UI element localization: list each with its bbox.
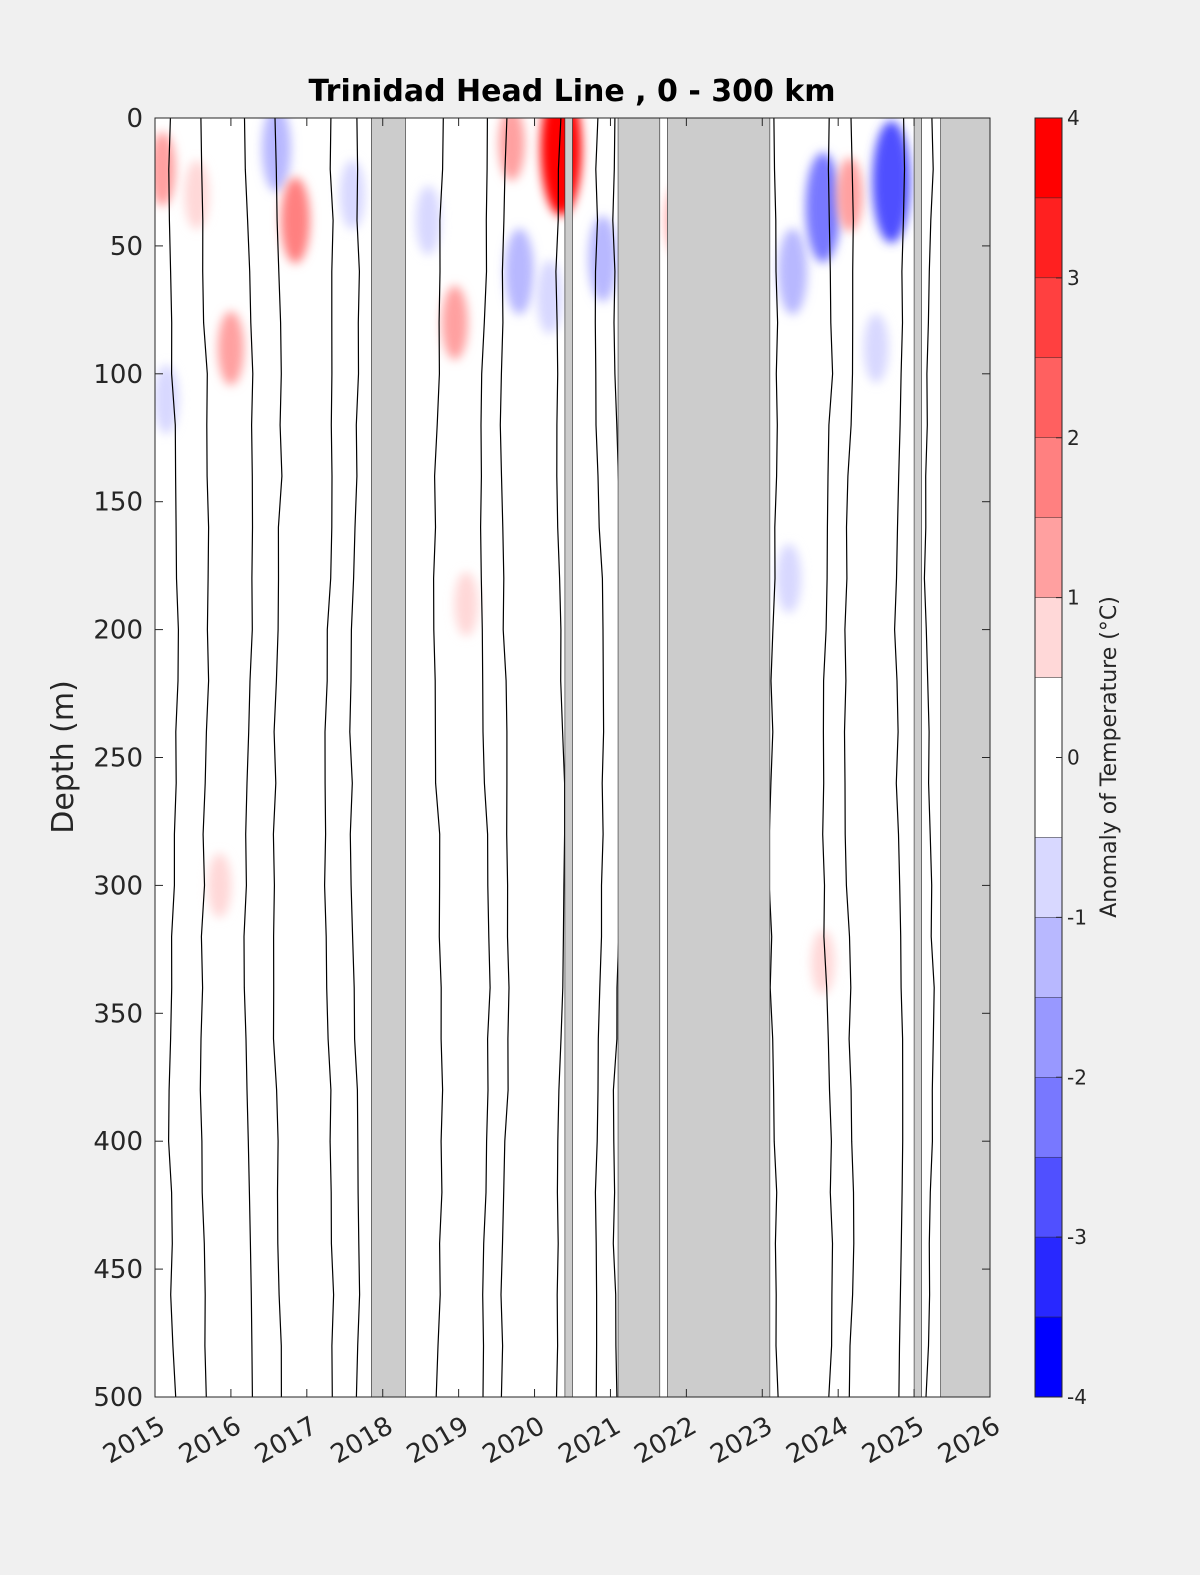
contour-line (349, 118, 361, 1397)
colorbar-segment (1034, 1077, 1063, 1158)
colorbar-segment (1034, 997, 1063, 1078)
no-data-band-3 (667, 117, 771, 1398)
colorbar-tick-label: 4 (1067, 106, 1080, 130)
contour-line (272, 118, 283, 1397)
anomaly-patches (155, 118, 911, 995)
colorbar-segment (1034, 1316, 1063, 1398)
anomaly-patch-8 (415, 185, 441, 255)
y-tick-label: 400 (93, 1127, 143, 1157)
y-tick-label: 450 (93, 1255, 143, 1285)
y-tick-label: 200 (93, 616, 143, 646)
anomaly-patch-23 (811, 929, 835, 995)
colorbar-ticks: 4 3 2 1 0 -1 -2 -3 -4 (1056, 106, 1087, 1409)
no-data-band-4 (913, 117, 922, 1398)
colorbar-tick-label: 0 (1067, 746, 1080, 770)
colorbar-segment (1034, 597, 1063, 678)
anomaly-patch-17 (778, 228, 808, 315)
colorbar-segment (1034, 197, 1063, 279)
contour-line (323, 118, 335, 1397)
colorbar-tick-label: -3 (1067, 1225, 1087, 1249)
no-data-band-2 (617, 117, 661, 1398)
x-tick-label: 2023 (705, 1411, 777, 1470)
anomaly-patch-21 (863, 313, 889, 383)
colorbar-segment (1034, 437, 1063, 518)
colorbar-segment (1034, 1236, 1063, 1318)
contour-line (555, 118, 566, 1397)
x-tick-label: 2017 (250, 1411, 322, 1470)
anomaly-patch-0 (155, 132, 176, 207)
anomaly-patch-12 (504, 228, 534, 315)
contour-line (199, 118, 210, 1397)
x-tick-label: 2022 (630, 1411, 702, 1470)
colorbar-segment (1034, 357, 1063, 438)
anomaly-patch-6 (280, 177, 310, 264)
y-tick-label: 250 (93, 744, 143, 774)
anomaly-patch-13 (536, 260, 563, 335)
contour-line (499, 118, 510, 1397)
y-tick-label: 100 (93, 360, 143, 390)
anomaly-patch-10 (454, 571, 479, 637)
colorbar-segment (1034, 837, 1063, 918)
x-tick-label: 2026 (933, 1411, 1005, 1470)
anomaly-patch-1 (155, 364, 179, 434)
contour-line (893, 118, 906, 1397)
anomaly-patch-7 (339, 160, 365, 230)
contour-line (768, 118, 779, 1397)
y-axis-label: Depth (m) (46, 680, 81, 834)
colorbar-tick-label: 1 (1067, 586, 1080, 610)
y-tick-label: 500 (93, 1383, 143, 1413)
plot-area (154, 117, 991, 1398)
contour-line (843, 118, 855, 1397)
y-tick-label: 50 (110, 232, 143, 262)
colorbar-tick-label: 2 (1067, 426, 1080, 450)
colorbar-tick-label: 3 (1067, 266, 1080, 290)
x-tick-label: 2025 (857, 1411, 929, 1470)
anomaly-patch-18 (805, 152, 841, 263)
y-tick-label: 350 (93, 999, 143, 1029)
no-data-band-5 (940, 117, 991, 1398)
colorbar-segments (1034, 117, 1063, 1398)
contour-line (479, 118, 491, 1397)
no-data-band-1 (564, 117, 573, 1398)
contour-line (822, 118, 834, 1397)
anomaly-patch-22 (872, 120, 911, 243)
colorbar-tick-label: -2 (1067, 1065, 1087, 1089)
anomaly-patch-4 (207, 853, 232, 918)
contour-line (923, 118, 935, 1397)
anomaly-patch-19 (776, 543, 802, 614)
x-tick-label: 2020 (478, 1411, 550, 1470)
colorbar-segment (1034, 917, 1063, 998)
anomaly-patch-3 (217, 311, 244, 386)
contour-line (594, 118, 605, 1397)
contour-line (243, 118, 254, 1397)
x-tick-label: 2016 (174, 1411, 246, 1470)
colorbar-segment (1034, 277, 1063, 359)
colorbar-tick-label: -1 (1067, 905, 1087, 929)
colorbar: 4 3 2 1 0 -1 -2 -3 -4 Anomaly of Temperature (°C… (1034, 106, 1122, 1409)
x-tick-label: 2021 (554, 1411, 626, 1470)
y-tick-label: 0 (126, 104, 143, 134)
colorbar-tick-label: -4 (1067, 1385, 1087, 1409)
chart-title: Trinidad Head Line , 0 - 300 km (308, 74, 835, 109)
anomaly-patch-9 (441, 285, 468, 360)
y-tick-label: 150 (93, 488, 143, 518)
contour-line (432, 118, 444, 1397)
no-data-bands (371, 117, 991, 1398)
colorbar-segment (1034, 117, 1063, 199)
x-tick-label: 2019 (402, 1411, 474, 1470)
no-data-band-0 (371, 117, 406, 1398)
contour-line (167, 118, 180, 1397)
x-tick-label: 2024 (781, 1411, 853, 1470)
anomaly-patch-20 (836, 157, 863, 232)
colorbar-label: Anomaly of Temperature (°C) (1097, 596, 1122, 918)
y-axis: 0 50 100 150 200 250 300 350 400 450 500 (93, 104, 990, 1413)
x-tick-label: 2018 (326, 1411, 398, 1470)
colorbar-segment (1034, 517, 1063, 598)
colorbar-segment (1034, 1156, 1063, 1238)
y-tick-label: 300 (93, 871, 143, 901)
x-tick-label: 2015 (98, 1411, 170, 1470)
anomaly-patch-2 (184, 160, 210, 230)
